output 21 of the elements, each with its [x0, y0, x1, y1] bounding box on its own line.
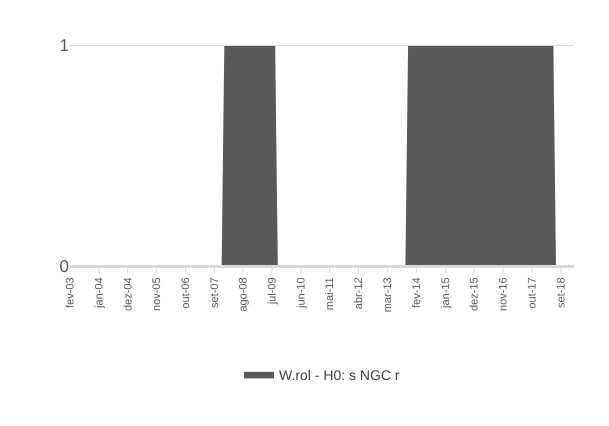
x-tick-label: abr-12 [353, 277, 366, 310]
y-tick-label: 1 [60, 36, 69, 55]
x-tick-label: jun-10 [295, 277, 308, 309]
x-tick-label: set-07 [208, 277, 221, 308]
x-tick-label: out-06 [180, 277, 192, 309]
x-tick-label: set-18 [555, 277, 568, 308]
x-tick-label: mai-11 [324, 277, 336, 310]
x-tick-label: jul-09 [266, 277, 279, 306]
x-tick-label: fev-03 [64, 277, 77, 308]
x-tick-label: ago-08 [238, 277, 250, 312]
x-tick-label: fev-14 [411, 277, 424, 308]
x-tick-label: mar-13 [382, 277, 394, 312]
x-tick-label: dez-15 [468, 277, 481, 312]
x-tick-label: nov-05 [151, 277, 164, 312]
x-tick-label: jan-15 [440, 277, 452, 309]
legend-label: W.rol - H0: s NGC r [279, 366, 400, 383]
x-tick-label: dez-04 [122, 277, 134, 312]
x-tick-label: jan-04 [93, 277, 106, 309]
x-tick-label: out-17 [526, 277, 538, 309]
x-tick-label: nov-16 [498, 277, 510, 312]
y-tick-label: 0 [60, 256, 69, 276]
